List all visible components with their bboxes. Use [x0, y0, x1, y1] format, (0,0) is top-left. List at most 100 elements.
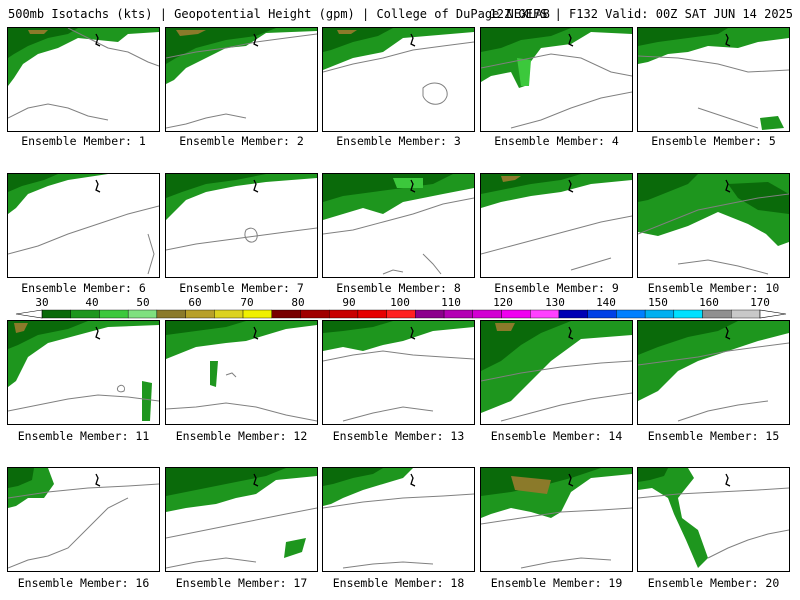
height-contour: [8, 497, 129, 569]
coastline-mark: [725, 33, 731, 47]
ensemble-member-map: [322, 320, 475, 425]
colorbar-left-arrow: [15, 309, 43, 319]
height-contour: [422, 82, 448, 105]
height-contour: [697, 107, 759, 129]
coastline-mark: [410, 326, 416, 340]
isotach-shade: [8, 174, 58, 192]
colorbar-tick-label: 60: [188, 296, 202, 309]
colorbar-tick-label: 130: [545, 296, 565, 309]
colorbar-tick-label: 50: [136, 296, 150, 309]
isotach-shade: [8, 28, 159, 86]
height-contour: [638, 55, 789, 73]
isotach-map: [8, 468, 159, 569]
isotach-shade: [166, 28, 276, 64]
coastline-mark: [95, 179, 101, 193]
coastline-mark: [253, 33, 259, 47]
member-caption: Ensemble Member: 18: [332, 576, 465, 590]
isotach-shade: [166, 321, 317, 359]
coastline-mark: [410, 179, 416, 193]
member-caption: Ensemble Member: 3: [336, 134, 461, 148]
colorbar-swatch: [415, 309, 445, 319]
height-contour: [638, 487, 789, 499]
height-contour: [481, 360, 632, 382]
height-contour: [707, 529, 789, 559]
isotach-shade: [166, 174, 266, 198]
height-contour: [342, 406, 434, 422]
member-caption: Ensemble Member: 16: [17, 576, 150, 590]
coastline-mark: [410, 473, 416, 487]
height-contour: [638, 193, 789, 235]
coastline-mark: [95, 33, 101, 47]
header-run-info: 12Z GEFS | F132 Valid: 00Z SAT JUN 14 20…: [489, 7, 793, 21]
isotach-map: [166, 321, 317, 422]
height-contour: [8, 483, 159, 499]
ensemble-member-map: [165, 27, 318, 132]
isotach-map: [323, 174, 474, 275]
height-contour: [166, 113, 247, 129]
colorbar-swatch: [185, 309, 215, 319]
isotach-shade: [638, 468, 708, 568]
colorbar-tick-label: 80: [291, 296, 305, 309]
colorbar-swatch: [702, 309, 732, 319]
height-contour: [8, 205, 159, 255]
member-caption: Ensemble Member: 12: [175, 429, 308, 443]
ensemble-member-map: [637, 27, 790, 132]
coastline-mark: [568, 473, 574, 487]
isotach-map: [481, 174, 632, 271]
colorbar-swatch: [472, 309, 502, 319]
colorbar-tick-label: 30: [35, 296, 49, 309]
colorbar-swatch: [587, 309, 617, 319]
height-contour: [323, 197, 474, 235]
colorbar-swatch: [70, 309, 100, 319]
isotach-shade: [8, 28, 78, 58]
member-caption: Ensemble Member: 14: [490, 429, 623, 443]
height-contour: [382, 269, 404, 275]
height-contour: [481, 507, 632, 525]
isotach-shade: [481, 28, 632, 88]
colorbar-swatch: [558, 309, 588, 319]
isotach-map: [638, 28, 789, 130]
height-contour: [638, 342, 789, 366]
isotach-shade: [511, 476, 551, 494]
isotach-shade: [337, 30, 357, 34]
coastline-mark: [725, 473, 731, 487]
height-contour: [166, 557, 257, 569]
isotach-shade: [8, 321, 88, 349]
height-contour: [570, 257, 612, 271]
height-contour: [147, 233, 155, 275]
colorbar-tick-label: 140: [596, 296, 616, 309]
member-caption: Ensemble Member: 6: [21, 281, 146, 295]
height-contour: [323, 350, 474, 362]
isotach-shade: [176, 30, 206, 36]
colorbar-swatch: [214, 309, 244, 319]
ensemble-member-map: [637, 320, 790, 425]
ensemble-member-map: [480, 467, 633, 572]
member-caption: Ensemble Member: 20: [647, 576, 780, 590]
member-caption: Ensemble Member: 1: [21, 134, 146, 148]
coastline-mark: [95, 326, 101, 340]
colorbar-legend: 30 40 50 60 70 80 90 100 110 120 130 140 150 160 170: [0, 297, 800, 319]
member-caption: Ensemble Member: 7: [179, 281, 304, 295]
isotach-shade: [481, 28, 571, 52]
colorbar-swatch: [731, 309, 761, 319]
isotach-shade: [284, 538, 306, 558]
colorbar-labels: 30 40 50 60 70 80 90 100 110 120 130 140 150 160 170: [0, 297, 800, 309]
ensemble-member-map: [637, 173, 790, 278]
ensemble-member-map: [322, 467, 475, 572]
colorbar-tick-label: 160: [699, 296, 719, 309]
colorbar-swatch: [99, 309, 129, 319]
height-contour: [225, 372, 237, 378]
ensemble-member-map: [7, 173, 160, 278]
coastline-mark: [410, 33, 416, 47]
coastline-mark: [568, 179, 574, 193]
coastline-mark: [725, 179, 731, 193]
colorbar-swatch: [300, 309, 330, 319]
isotach-shade: [166, 321, 246, 335]
member-caption: Ensemble Member: 19: [490, 576, 623, 590]
map-header: 500mb Isotachs (kts) | Geopotential Heig…: [8, 7, 793, 21]
colorbar-strip: [15, 309, 787, 319]
isotach-shade: [638, 28, 728, 46]
member-caption: Ensemble Member: 11: [17, 429, 150, 443]
isotach-map: [166, 28, 317, 129]
ensemble-member-map: [480, 27, 633, 132]
